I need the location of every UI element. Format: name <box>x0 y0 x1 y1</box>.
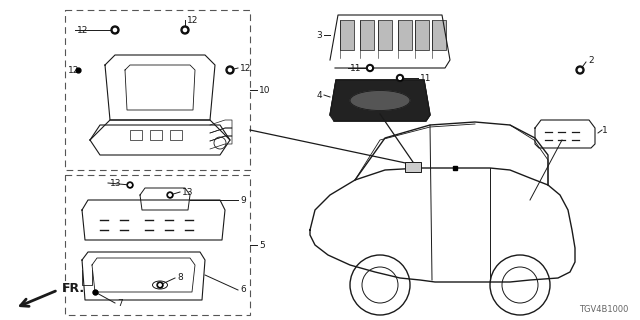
Circle shape <box>169 194 172 196</box>
Circle shape <box>369 67 371 69</box>
Text: 9: 9 <box>240 196 246 204</box>
Bar <box>170 130 182 140</box>
Bar <box>130 130 142 140</box>
Text: 12: 12 <box>240 63 252 73</box>
Bar <box>360 20 374 50</box>
Bar <box>65 175 250 315</box>
Ellipse shape <box>350 91 410 110</box>
Text: 6: 6 <box>240 285 246 294</box>
Circle shape <box>111 26 119 34</box>
Bar <box>432 20 446 50</box>
Text: 13: 13 <box>110 179 122 188</box>
Text: 5: 5 <box>259 241 265 250</box>
Circle shape <box>127 182 133 188</box>
Text: 12: 12 <box>68 66 79 75</box>
Text: 12: 12 <box>77 26 88 35</box>
Text: 12: 12 <box>187 15 198 25</box>
Circle shape <box>228 68 232 72</box>
Text: 7: 7 <box>117 299 123 308</box>
Text: 3: 3 <box>316 30 322 39</box>
Circle shape <box>579 68 582 72</box>
Circle shape <box>397 75 403 82</box>
Bar <box>378 20 392 50</box>
Text: 11: 11 <box>350 63 362 73</box>
Bar <box>340 20 354 50</box>
Polygon shape <box>330 80 430 121</box>
Text: TGV4B1000: TGV4B1000 <box>579 305 628 314</box>
Text: 1: 1 <box>602 125 608 134</box>
Circle shape <box>129 184 131 186</box>
Text: FR.: FR. <box>62 282 85 294</box>
Text: 2: 2 <box>588 55 594 65</box>
Bar <box>415 20 429 50</box>
Circle shape <box>181 26 189 34</box>
Circle shape <box>576 66 584 74</box>
Circle shape <box>167 192 173 198</box>
Circle shape <box>159 284 161 286</box>
Text: 11: 11 <box>420 74 431 83</box>
Circle shape <box>113 28 116 32</box>
Bar <box>65 10 250 170</box>
Circle shape <box>226 66 234 74</box>
Circle shape <box>184 28 187 32</box>
Circle shape <box>399 76 401 79</box>
Bar <box>150 130 162 140</box>
Text: 13: 13 <box>182 188 193 196</box>
Bar <box>405 162 421 172</box>
Text: 8: 8 <box>177 274 183 283</box>
Circle shape <box>157 282 163 288</box>
Bar <box>398 20 412 50</box>
Text: 10: 10 <box>259 85 271 94</box>
Text: 4: 4 <box>316 91 322 100</box>
Circle shape <box>367 65 374 71</box>
